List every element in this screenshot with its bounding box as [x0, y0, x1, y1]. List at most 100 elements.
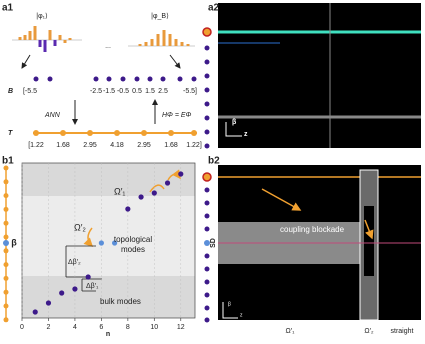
blockade-label: coupling blockade: [280, 225, 345, 234]
ann-label: ANN: [44, 112, 61, 119]
waveguide-dot: [114, 130, 120, 136]
point: [59, 290, 65, 296]
mode-dot: [204, 279, 210, 285]
waveguide-dot: [168, 130, 174, 136]
x-tick-label: 12: [177, 324, 185, 331]
b-value: 0.5: [132, 88, 142, 95]
point: [151, 190, 157, 196]
ket: |φ_B⟩: [151, 12, 169, 20]
mode-dot: [204, 253, 210, 259]
b-value: -0.5: [117, 88, 129, 95]
x-tick-label: 6: [99, 324, 103, 331]
t-value: 2.95: [137, 142, 151, 149]
a2-image: [218, 3, 421, 148]
waveguide-dot: [3, 179, 9, 185]
waveguide-dot: [60, 130, 66, 136]
waveguide-dot: [3, 234, 9, 240]
point: [138, 194, 144, 200]
waveguide-dot: [191, 130, 197, 136]
waveguide-dot: [3, 317, 9, 323]
mode-dot: [47, 76, 53, 82]
point: [98, 240, 104, 246]
point: [85, 274, 91, 280]
mode-dot: [202, 172, 212, 182]
mode-dot: [204, 226, 210, 232]
axis-label: z: [244, 131, 248, 138]
panel-label: b2: [208, 156, 220, 167]
waveguide-dot: [3, 289, 9, 295]
waveguide-dot: [3, 165, 9, 171]
waveguide-dot: [3, 303, 9, 309]
mode-dot: [204, 59, 210, 65]
b-value: -5.5]: [183, 88, 197, 95]
point: [45, 300, 52, 306]
t-value: 1.68: [164, 142, 178, 149]
mode-dot: [120, 76, 126, 82]
equation: HΦ = EΦ: [162, 112, 192, 119]
axis-label: β: [228, 301, 231, 307]
mode-dot: [93, 76, 99, 82]
mode-dots: [3, 27, 212, 323]
mode-dot: [191, 76, 197, 82]
axis-label: z: [240, 312, 243, 318]
point: [32, 309, 38, 315]
waveguide-dot: [3, 220, 9, 226]
annotation: Ω′₂: [74, 222, 86, 232]
x-tick-label: 2: [47, 324, 51, 331]
panel-label: b1: [2, 156, 14, 167]
mode-dot: [204, 143, 210, 149]
t-value: 4.18: [110, 142, 124, 149]
x-tick-label: 4: [73, 324, 77, 331]
t-value: 1.68: [56, 142, 70, 149]
annotation: Δβ′₁: [86, 283, 99, 290]
waveguide-dot: [3, 262, 9, 268]
region-label: Ω′₂: [364, 328, 374, 335]
mode-dot: [106, 76, 112, 82]
point: [125, 206, 131, 212]
point: [178, 171, 184, 177]
annotation: modes: [121, 245, 145, 254]
mode-dot: [204, 266, 210, 272]
mode-dot: [204, 292, 210, 298]
x-tick-label: 8: [126, 324, 130, 331]
annotation: Δβ′₂: [68, 259, 81, 266]
waveguide-dot: [3, 275, 9, 281]
t-name: T: [8, 130, 13, 137]
panel-label: a1: [2, 3, 14, 14]
b-name: B: [8, 88, 13, 95]
mode-dot: [204, 115, 210, 121]
mode-dot: [204, 317, 210, 323]
region-label: Ω′₁: [286, 328, 296, 335]
x-tick-label: 0: [20, 324, 24, 331]
b-value: -2.5: [90, 88, 102, 95]
b-value: -1.5: [103, 88, 115, 95]
mode-dot: [134, 76, 140, 82]
mode-dot: [204, 87, 210, 93]
t-value: 1.22]: [186, 142, 202, 149]
waveguide-dot: [3, 248, 9, 254]
waveguide-dot: [33, 130, 39, 136]
point: [112, 240, 118, 246]
annotation: bulk modes: [100, 297, 141, 306]
b1-bands: [21, 162, 196, 319]
mode-dot: [204, 213, 210, 219]
mode-dot: [204, 200, 210, 206]
region-label: straight: [391, 328, 414, 335]
annotation: topological: [114, 235, 152, 244]
t-value: 2.95: [83, 142, 97, 149]
mode-dot: [204, 187, 210, 193]
ket: |φ₁⟩: [36, 12, 48, 20]
mode-dot: [204, 73, 210, 79]
waveguide-dot: [141, 130, 147, 136]
mode-dot: [204, 305, 210, 311]
mode-dot: [204, 129, 210, 135]
waveguide-dot: [3, 193, 9, 199]
b2-image: [218, 165, 421, 321]
ellipsis: ...: [105, 43, 111, 50]
mode-dot: [204, 101, 210, 107]
point: [164, 180, 171, 186]
b-value: 1.5: [145, 88, 155, 95]
x-tick-label: 10: [150, 324, 158, 331]
panel-label: a2: [208, 3, 220, 14]
